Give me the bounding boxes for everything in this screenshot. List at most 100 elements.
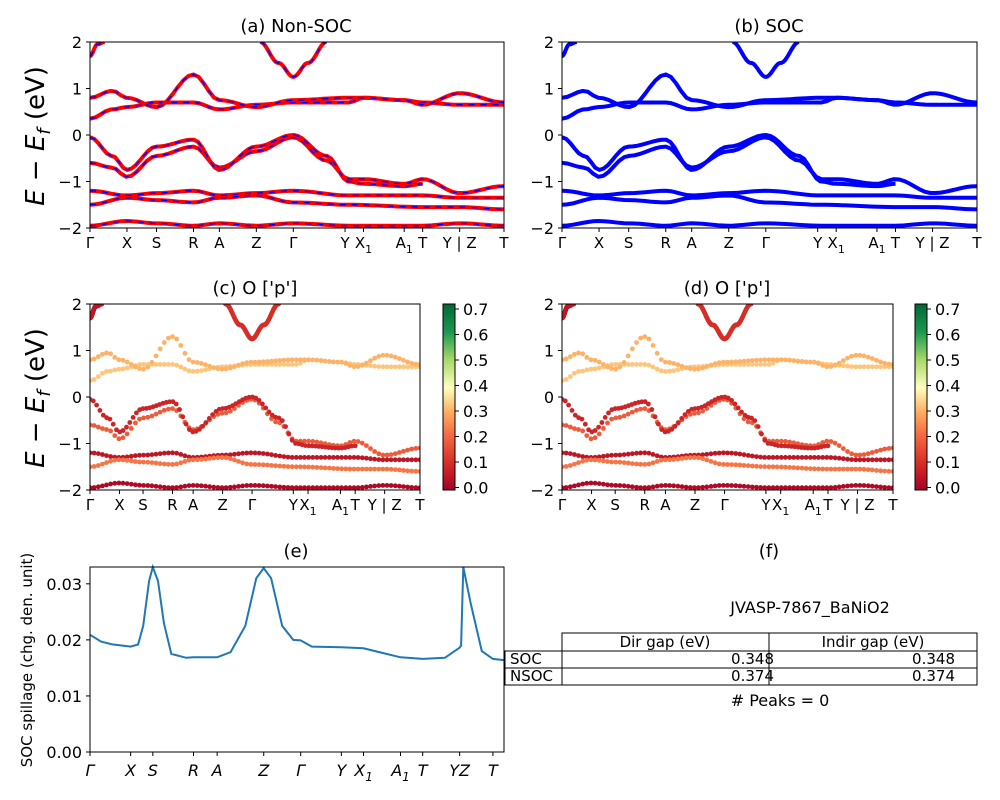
- band-point: [572, 461, 577, 467]
- band-point: [700, 456, 706, 461]
- band-point: [91, 377, 97, 382]
- band-point: [161, 461, 167, 467]
- band-point: [401, 468, 406, 473]
- band-point: [696, 485, 701, 490]
- band-point: [141, 366, 147, 372]
- band-point: [766, 362, 772, 367]
- band-point: [392, 457, 398, 463]
- band-point: [306, 357, 311, 363]
- band-point: [617, 452, 623, 458]
- band-point: [625, 362, 631, 367]
- x-tick-label: S: [610, 496, 620, 514]
- band-point: [227, 456, 233, 461]
- band-point: [120, 480, 126, 486]
- band-point: [832, 440, 838, 446]
- band-point: [853, 466, 859, 472]
- band-point: [174, 450, 180, 456]
- band-point: [766, 464, 772, 470]
- band-point: [182, 453, 188, 459]
- band-point: [741, 463, 747, 468]
- x-tick-label: Y: [812, 234, 823, 252]
- x-tick-label: R: [661, 234, 671, 252]
- band-point: [376, 353, 382, 359]
- band-point: [372, 456, 377, 462]
- band-point: [816, 466, 821, 472]
- band-point: [269, 463, 274, 468]
- band-point: [145, 483, 151, 488]
- band-point: [658, 483, 664, 488]
- band-point: [824, 485, 830, 490]
- x-tick-label: Y: [288, 496, 299, 514]
- gap-table: JVASP-7867_BaNiO2 Dir gap (eV) Indir gap…: [504, 598, 978, 710]
- band-point: [845, 483, 850, 489]
- band-point: [770, 485, 776, 490]
- band-point: [124, 365, 130, 371]
- band-point: [376, 457, 382, 462]
- band-point: [285, 464, 291, 469]
- x-tick-label: A: [211, 761, 223, 780]
- band-point: [240, 361, 246, 367]
- band-point: [669, 427, 675, 432]
- band-point: [609, 452, 614, 458]
- band-point: [331, 485, 336, 490]
- band-point: [770, 464, 776, 470]
- band-point: [617, 364, 623, 370]
- band-point: [605, 482, 610, 488]
- band-point: [752, 418, 758, 423]
- band-point: [95, 451, 101, 456]
- x-tick-label: Z: [724, 234, 734, 252]
- band-point: [807, 359, 813, 365]
- band-point: [273, 362, 278, 367]
- band-point: [343, 466, 349, 472]
- x-tick-label: A1: [332, 496, 349, 518]
- band-line-dashed: [90, 42, 105, 57]
- band-point: [314, 439, 320, 445]
- band-point: [409, 364, 415, 370]
- band-point: [318, 485, 324, 490]
- band-point: [741, 452, 747, 458]
- band-line-dashed: [90, 190, 504, 199]
- band-point: [832, 485, 838, 490]
- band-point: [388, 353, 394, 359]
- band-point: [376, 451, 382, 457]
- band-point: [141, 415, 147, 421]
- band-point: [413, 468, 419, 474]
- band-point: [347, 440, 353, 445]
- y-tick-label: −1: [58, 173, 82, 192]
- band-point: [667, 483, 672, 488]
- band-point: [149, 483, 155, 489]
- x-tick-label: S: [138, 496, 148, 514]
- band-point: [840, 484, 846, 489]
- band-point: [256, 359, 262, 365]
- band-point: [774, 485, 780, 490]
- band-point: [692, 455, 697, 460]
- x-tick-label: A1: [396, 234, 413, 256]
- band-point: [596, 424, 601, 430]
- band-point: [563, 377, 569, 382]
- band-point: [646, 450, 652, 456]
- band-point: [828, 439, 834, 444]
- band-point: [166, 362, 171, 367]
- x-tick-label: T: [417, 234, 428, 252]
- band-point: [194, 368, 200, 374]
- band-point: [120, 457, 126, 463]
- band-point: [95, 463, 101, 468]
- band-point: [654, 350, 660, 356]
- band-point: [766, 455, 772, 460]
- band-point: [219, 485, 225, 490]
- band-point: [409, 468, 415, 474]
- band-point: [310, 485, 316, 490]
- band-point: [745, 463, 751, 469]
- band-point: [392, 483, 398, 489]
- x-tick-label: A1: [805, 496, 822, 518]
- band-point: [625, 483, 631, 489]
- band-point: [256, 450, 262, 456]
- band-point: [368, 446, 373, 451]
- band-point: [281, 357, 287, 363]
- band-point: [865, 354, 871, 360]
- band-point: [293, 464, 299, 470]
- band-point: [376, 483, 382, 488]
- band-point: [227, 484, 233, 490]
- band-point: [749, 463, 755, 469]
- band-point: [687, 455, 693, 460]
